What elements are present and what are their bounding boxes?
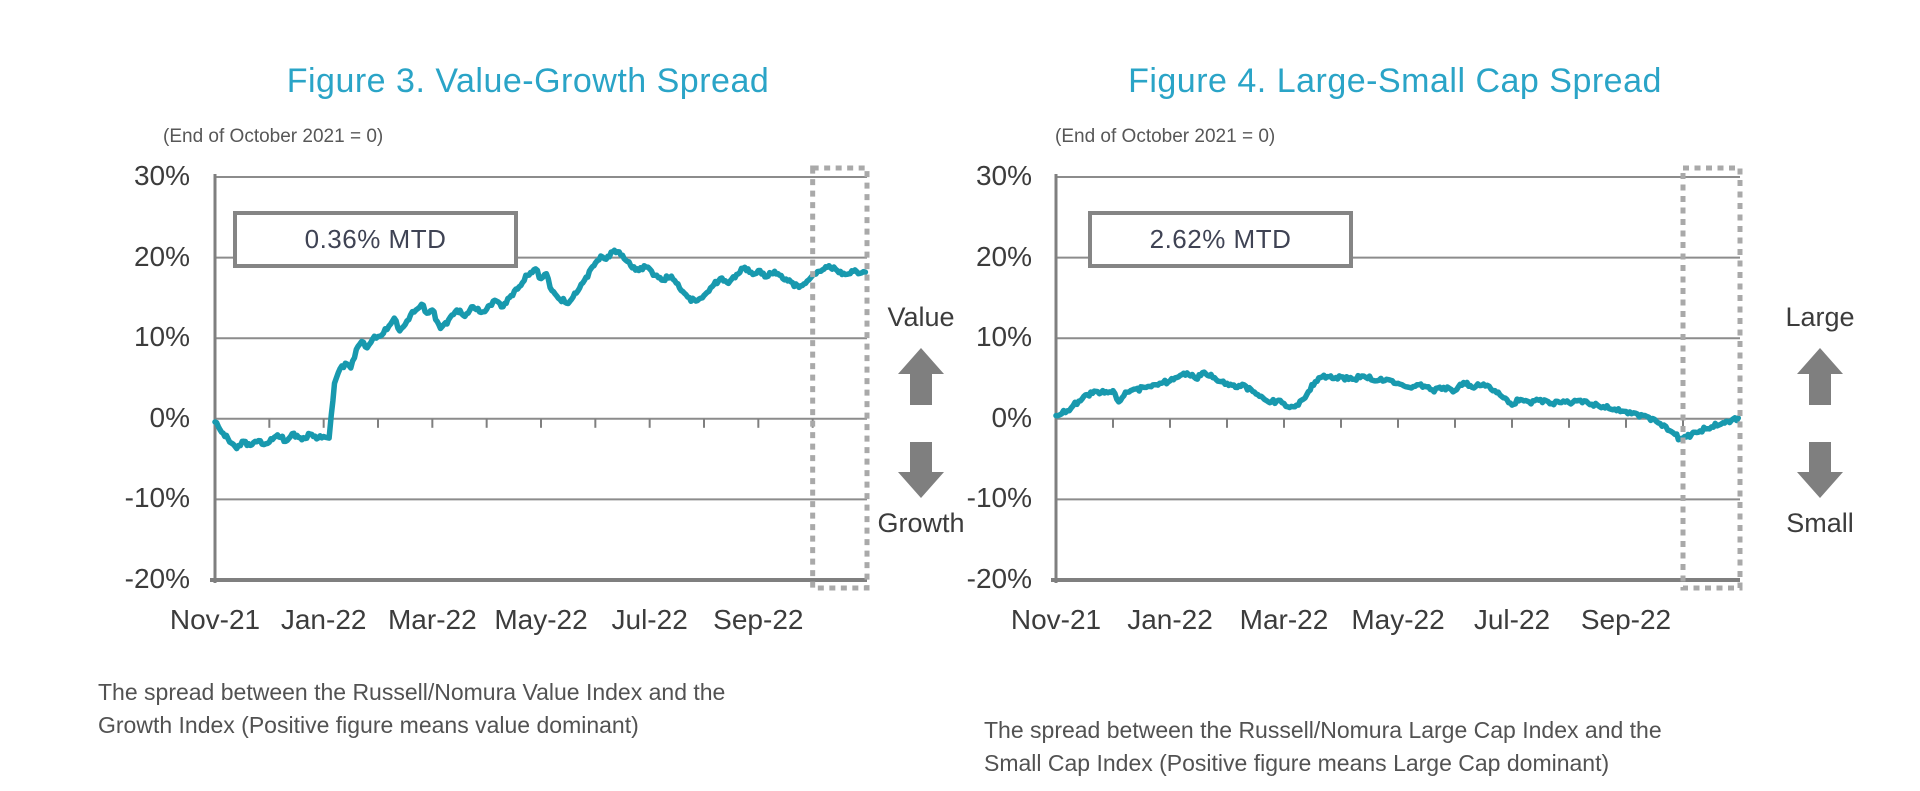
y-tick-label: -10% bbox=[966, 482, 1032, 514]
figure-4-subtitle: (End of October 2021 = 0) bbox=[1055, 126, 1276, 147]
figure-3-title: Figure 3. Value-Growth Spread bbox=[286, 62, 770, 100]
figure-4-caption: The spread between the Russell/Nomura La… bbox=[984, 714, 1662, 780]
mtd-annotation-box: 0.36% MTD bbox=[233, 211, 518, 268]
y-tick-label: -20% bbox=[124, 563, 190, 594]
caption-line: Growth Index (Positive figure means valu… bbox=[98, 712, 639, 738]
figure-3-caption: The spread between the Russell/Nomura Va… bbox=[98, 676, 725, 742]
x-tick-label: Mar-22 bbox=[387, 604, 477, 635]
mtd-annotation-text: 2.62% MTD bbox=[1149, 224, 1292, 254]
y-tick-label: 30% bbox=[975, 160, 1032, 191]
figure-4-title: Figure 4. Large-Small Cap Spread bbox=[1128, 62, 1662, 100]
x-tick-label: Mar-22 bbox=[1239, 604, 1329, 635]
x-tick-label: May-22 bbox=[1351, 604, 1445, 635]
series-line bbox=[1053, 369, 1742, 443]
y-tick-label: 10% bbox=[975, 321, 1032, 353]
arrow-down-label: Growth bbox=[877, 508, 965, 538]
mtd-annotation-box: 2.62% MTD bbox=[1088, 211, 1353, 268]
x-tick-label: Jan-22 bbox=[280, 604, 367, 635]
series-line bbox=[212, 247, 869, 452]
y-tick-label: 10% bbox=[133, 321, 190, 353]
y-tick-label: 20% bbox=[133, 240, 190, 272]
arrow-down-icon bbox=[898, 442, 944, 498]
mtd-annotation-text: 0.36% MTD bbox=[304, 224, 447, 254]
y-tick-label: 0% bbox=[149, 401, 190, 433]
highlight-dashed-box bbox=[1680, 165, 1743, 591]
arrow-up-label: Large bbox=[1785, 302, 1855, 332]
arrow-up-label: Value bbox=[887, 302, 955, 332]
figure-3-subtitle: (End of October 2021 = 0) bbox=[163, 126, 384, 147]
arrow-up-icon bbox=[1797, 348, 1843, 405]
x-tick-label: May-22 bbox=[494, 604, 588, 635]
y-tick-label: -20% bbox=[966, 563, 1032, 594]
y-tick-label: 0% bbox=[991, 401, 1032, 433]
arrow-down-icon bbox=[1797, 442, 1843, 498]
arrow-down-label: Small bbox=[1786, 508, 1854, 538]
y-tick-label: -10% bbox=[124, 482, 190, 514]
x-tick-label: Jul-22 bbox=[1473, 604, 1551, 635]
highlight-dashed-box bbox=[810, 165, 870, 591]
x-tick-label: Sep-22 bbox=[713, 604, 804, 635]
y-tick-label: 30% bbox=[133, 160, 190, 191]
x-tick-label: Jan-22 bbox=[1127, 604, 1213, 635]
x-tick-label: Nov-21 bbox=[1010, 604, 1102, 635]
arrow-up-icon bbox=[898, 348, 944, 405]
x-tick-label: Sep-22 bbox=[1580, 604, 1672, 635]
caption-line: The spread between the Russell/Nomura La… bbox=[984, 717, 1662, 743]
x-tick-label: Jul-22 bbox=[611, 604, 688, 635]
caption-line: Small Cap Index (Positive figure means L… bbox=[984, 750, 1610, 776]
y-tick-label: 20% bbox=[975, 240, 1032, 272]
x-tick-label: Nov-21 bbox=[169, 604, 261, 635]
caption-line: The spread between the Russell/Nomura Va… bbox=[98, 679, 726, 705]
